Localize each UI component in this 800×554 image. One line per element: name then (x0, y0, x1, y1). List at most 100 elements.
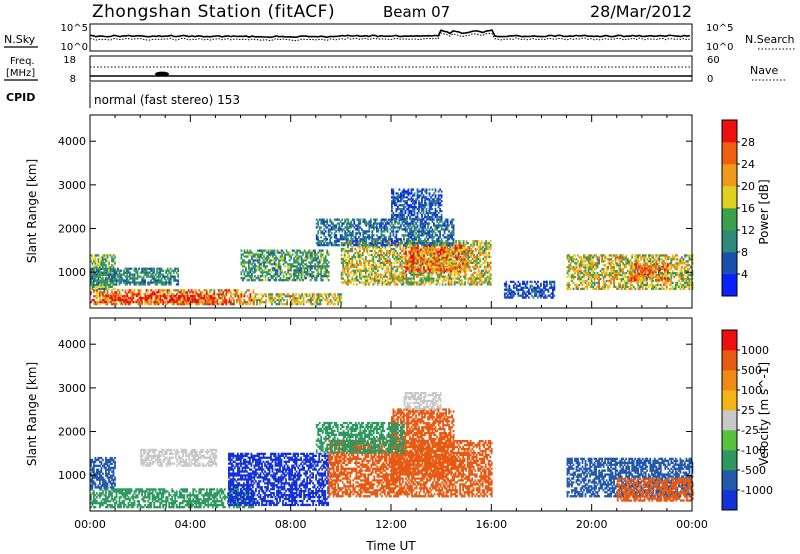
scatter-cell (355, 267, 358, 270)
scatter-cell (94, 275, 97, 278)
scatter-cell (339, 228, 342, 231)
scatter-cell (353, 222, 356, 225)
scatter-cell (249, 253, 252, 256)
scatter-cell (355, 261, 358, 264)
scatter-cell (330, 232, 333, 235)
scatter-cell (422, 259, 424, 263)
scatter-cell (438, 277, 441, 280)
scatter-cell (93, 295, 95, 298)
scatter-cell (171, 298, 174, 302)
scatter-cell (296, 271, 298, 274)
scatter-cell (106, 256, 109, 259)
scatter-cell (141, 299, 143, 302)
scatter-cell (120, 275, 122, 278)
scatter-cell (159, 291, 161, 294)
scatter-cell (435, 279, 438, 282)
scatter-cell (174, 269, 177, 272)
scatter-cell (308, 265, 310, 268)
scatter-cell (107, 294, 109, 298)
scatter-cell (365, 244, 368, 247)
scatter-cell (249, 299, 252, 302)
scatter-cell (438, 262, 440, 265)
scatter-cell (445, 266, 448, 269)
scatter-cell (392, 273, 394, 276)
scatter-cell (296, 255, 298, 258)
scatter-cell (124, 283, 127, 286)
scatter-cell (390, 265, 393, 268)
scatter-cell (440, 200, 443, 203)
scatter-cell (114, 277, 116, 280)
scatter-cell (324, 259, 327, 262)
scatter-cell (177, 300, 180, 304)
scatter-cell (266, 273, 268, 276)
scatter-cell (375, 248, 378, 251)
scatter-cell (287, 279, 289, 282)
scatter-cell (377, 273, 379, 276)
scatter-cell (450, 271, 453, 274)
scatter-cell (333, 244, 336, 247)
scatter-cell (366, 222, 369, 225)
scatter-cell (363, 267, 366, 270)
scatter-cell (488, 255, 491, 259)
scatter-cell (395, 234, 398, 237)
scatter-cell (120, 269, 122, 272)
scatter-cell (222, 295, 225, 298)
scatter-cell (354, 271, 357, 274)
scatter-cell (442, 270, 445, 273)
scatter-cell (463, 260, 466, 263)
scatter-cell (127, 275, 130, 278)
scatter-cell (342, 265, 345, 268)
scatter-cell (100, 258, 103, 261)
scatter-cell (199, 301, 202, 304)
scatter-cell (435, 249, 438, 253)
scatter-cell (94, 258, 97, 261)
scatter-cell (321, 253, 324, 256)
scatter-cell (380, 251, 382, 255)
scatter-cell (168, 293, 171, 296)
scatter-cell (380, 249, 382, 253)
scatter-cell (293, 275, 295, 278)
scatter-cell (407, 194, 410, 197)
scatter-cell (434, 213, 437, 217)
scatter-cell (329, 240, 332, 243)
scatter-cell (401, 279, 403, 282)
scatter-cell (111, 275, 113, 278)
scatter-cell (348, 226, 351, 229)
scatter-cell (117, 269, 119, 272)
scatter-cell (483, 259, 486, 263)
scatter-cell (108, 260, 110, 263)
scatter-cell (357, 236, 360, 239)
scatter-cell (265, 299, 267, 302)
scatter-cell (417, 253, 420, 257)
scatter-cell (124, 281, 127, 284)
scatter-cell (326, 218, 329, 221)
scatter-cell (170, 296, 173, 300)
scatter-cell (450, 279, 453, 282)
scatter-cell (327, 230, 330, 233)
scatter-cell (254, 271, 256, 274)
scatter-cell (351, 261, 354, 264)
scatter-cell (424, 262, 427, 265)
scatter-cell (165, 281, 168, 284)
scatter-cell (177, 283, 180, 286)
scatter-cell (260, 275, 262, 278)
scatter-cell (228, 297, 231, 300)
scatter-cell (402, 275, 405, 278)
scatter-cell (383, 257, 385, 261)
scatter-cell (435, 268, 437, 271)
scatter-cell (376, 230, 378, 233)
scatter-cell (93, 291, 95, 294)
scatter-cell (381, 246, 384, 249)
scatter-cell (450, 248, 452, 251)
scatter-cell (404, 255, 406, 259)
scatter-cell (156, 303, 158, 306)
scatter-cell (399, 279, 402, 282)
scatter-cell (372, 279, 375, 282)
scatter-cell (90, 283, 92, 286)
scatter-cell (252, 261, 255, 264)
scatter-cell (426, 279, 429, 282)
scatter-cell (274, 297, 276, 300)
scatter-cell (362, 220, 365, 223)
scatter-cell (452, 218, 455, 221)
scatter-cell (145, 289, 148, 292)
